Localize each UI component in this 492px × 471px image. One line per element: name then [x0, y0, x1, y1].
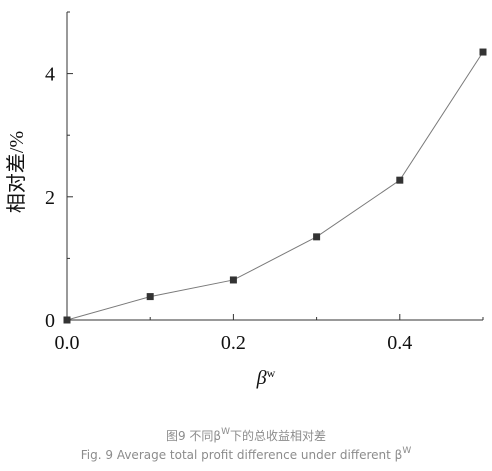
chart-axes: [66, 12, 483, 321]
caption-cn-suffix: 下的总收益相对差: [230, 429, 327, 443]
x-tick-label: 0.4: [387, 332, 412, 354]
figure-caption-english: Fig. 9 Average total profit difference u…: [0, 447, 492, 463]
axis-ticks: [66, 11, 484, 321]
data-point: [146, 293, 154, 301]
caption-en-superscript: W: [402, 446, 412, 456]
data-point: [229, 276, 237, 284]
caption-cn-prefix: 图9 不同β: [165, 429, 222, 443]
caption-cn-superscript: W: [221, 427, 230, 437]
data-point: [396, 176, 404, 184]
data-point: [313, 233, 321, 241]
y-tick-label: 4: [45, 64, 55, 86]
axis-tick-labels: 0 2 4 0.0 0.2 0.4: [45, 64, 412, 354]
figure-caption-chinese: 图9 不同βW下的总收益相对差: [0, 428, 492, 444]
series-line: [66, 51, 484, 321]
x-tick-label: 0.0: [55, 332, 80, 354]
data-points: [63, 48, 487, 324]
x-tick-label: 0.2: [221, 332, 246, 354]
caption-en-text: Fig. 9 Average total profit difference u…: [80, 448, 403, 462]
line-chart: 0 2 4 0.0 0.2 0.4 相对差/% βw: [5, 11, 487, 389]
data-point: [479, 48, 487, 56]
y-tick-label: 2: [45, 187, 55, 209]
y-tick-label: 0: [45, 310, 55, 332]
data-point: [63, 316, 71, 324]
x-axis-title: βw: [256, 366, 276, 389]
y-axis-title: 相对差/%: [5, 131, 28, 213]
x-axis-title-superscript: w: [267, 366, 276, 380]
